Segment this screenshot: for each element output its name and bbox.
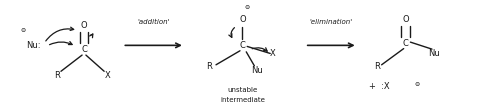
Text: C: C (81, 45, 87, 54)
Text: C: C (403, 39, 408, 48)
Text: unstable: unstable (227, 87, 258, 93)
Text: Nu: Nu (251, 66, 263, 75)
Text: O: O (239, 15, 246, 24)
Text: +  :X: + :X (369, 82, 389, 91)
Text: 'elimination': 'elimination' (310, 19, 353, 25)
Text: intermediate: intermediate (220, 97, 265, 103)
Text: Nu:: Nu: (26, 41, 41, 50)
Text: R: R (374, 62, 380, 71)
Text: ⊖: ⊖ (245, 5, 250, 10)
Text: 'addition': 'addition' (137, 19, 170, 25)
Text: X: X (270, 49, 276, 59)
Text: ⊖: ⊖ (21, 28, 25, 33)
Text: Nu: Nu (429, 49, 440, 59)
Text: ⊖: ⊖ (414, 82, 419, 87)
Text: O: O (81, 21, 87, 30)
Text: C: C (240, 41, 245, 50)
Text: R: R (206, 62, 212, 71)
Text: O: O (402, 15, 409, 24)
Text: R: R (54, 71, 60, 80)
Text: X: X (105, 71, 111, 80)
